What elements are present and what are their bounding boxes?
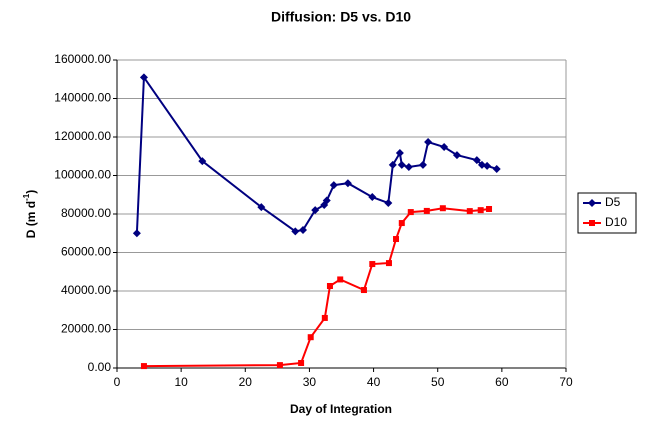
y-tick-label: 20000.00 bbox=[61, 322, 111, 336]
data-point bbox=[385, 260, 392, 267]
data-point bbox=[132, 229, 141, 238]
data-point bbox=[440, 143, 449, 152]
y-tick-label: 160000.00 bbox=[54, 52, 111, 66]
x-tick-label: 0 bbox=[114, 375, 121, 389]
x-tick-label: 60 bbox=[495, 375, 509, 389]
y-tick-label: 60000.00 bbox=[61, 245, 111, 259]
data-point bbox=[307, 334, 314, 341]
data-point bbox=[326, 282, 333, 289]
data-point bbox=[492, 164, 501, 173]
y-tick-label: 40000.00 bbox=[61, 283, 111, 297]
data-point bbox=[298, 359, 305, 366]
series-line bbox=[143, 207, 490, 368]
data-point bbox=[139, 73, 148, 82]
legend-marker bbox=[588, 199, 596, 207]
y-axis-title-sup: -1 bbox=[22, 193, 31, 201]
legend-box bbox=[577, 192, 637, 234]
data-point bbox=[424, 138, 433, 147]
data-point bbox=[439, 205, 446, 212]
data-point bbox=[276, 362, 283, 369]
data-point bbox=[395, 148, 404, 157]
data-point bbox=[198, 157, 207, 166]
data-point bbox=[452, 151, 461, 160]
data-point bbox=[418, 160, 427, 169]
y-tick-label: 120000.00 bbox=[54, 129, 111, 143]
y-axis-title: D (m d-1) bbox=[22, 190, 38, 238]
data-point bbox=[257, 203, 266, 212]
data-point bbox=[466, 208, 473, 215]
data-point bbox=[322, 196, 331, 205]
y-tick-label: 80000.00 bbox=[61, 206, 111, 220]
y-axis-title-main: D (m d bbox=[24, 201, 38, 238]
x-tick-label: 40 bbox=[367, 375, 381, 389]
data-point bbox=[343, 179, 352, 188]
legend-label: D10 bbox=[605, 215, 627, 229]
data-point bbox=[311, 206, 320, 215]
data-point bbox=[368, 193, 377, 202]
x-tick-label: 50 bbox=[431, 375, 445, 389]
data-point bbox=[483, 161, 492, 170]
data-point bbox=[407, 209, 414, 216]
x-tick-label: 70 bbox=[559, 375, 573, 389]
chart-title: Diffusion: D5 vs. D10 bbox=[271, 9, 411, 25]
data-point bbox=[384, 199, 393, 208]
data-point bbox=[397, 160, 406, 169]
data-point bbox=[321, 314, 328, 321]
data-point bbox=[329, 181, 338, 190]
y-tick-label: 100000.00 bbox=[54, 168, 111, 182]
data-point bbox=[423, 207, 430, 214]
x-tick-label: 30 bbox=[303, 375, 317, 389]
data-point bbox=[477, 207, 484, 214]
y-axis-title-end: ) bbox=[24, 190, 38, 194]
data-point bbox=[369, 261, 376, 268]
data-point bbox=[337, 276, 344, 283]
legend-label: D5 bbox=[605, 195, 621, 209]
x-tick-label: 20 bbox=[239, 375, 253, 389]
y-tick-label: 0.00 bbox=[88, 360, 112, 374]
data-point bbox=[299, 225, 308, 234]
data-point bbox=[472, 156, 481, 165]
data-point bbox=[398, 220, 405, 227]
data-point bbox=[393, 236, 400, 243]
data-point bbox=[477, 160, 486, 169]
data-point bbox=[404, 163, 413, 172]
data-point bbox=[486, 205, 493, 212]
data-point bbox=[140, 363, 147, 370]
y-tick-label: 140000.00 bbox=[54, 91, 111, 105]
x-tick-label: 10 bbox=[174, 375, 188, 389]
data-point bbox=[291, 227, 300, 236]
legend-marker bbox=[589, 220, 595, 226]
x-axis-title: Day of Integration bbox=[290, 402, 392, 416]
data-point bbox=[388, 160, 397, 169]
data-point bbox=[360, 287, 367, 294]
